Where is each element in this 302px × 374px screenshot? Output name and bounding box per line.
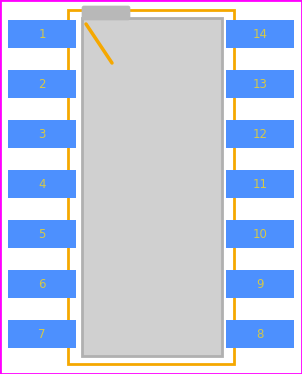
Bar (82, 18, 222, 356)
Bar (8, 70, 76, 98)
Text: 13: 13 (252, 77, 268, 91)
Text: 14: 14 (252, 28, 268, 40)
Bar (8, 320, 76, 348)
Bar (226, 120, 294, 148)
Text: 8: 8 (256, 328, 264, 340)
Bar (226, 170, 294, 198)
Bar (8, 270, 76, 298)
Text: 4: 4 (38, 178, 46, 190)
Text: 2: 2 (38, 77, 46, 91)
Text: 1: 1 (38, 28, 46, 40)
Bar (8, 220, 76, 248)
Bar (226, 20, 294, 48)
Bar (8, 20, 76, 48)
Bar (226, 70, 294, 98)
Text: 5: 5 (38, 227, 46, 240)
Text: 9: 9 (256, 278, 264, 291)
Text: 11: 11 (252, 178, 268, 190)
Bar (226, 320, 294, 348)
Text: 7: 7 (38, 328, 46, 340)
Bar (8, 170, 76, 198)
Text: 12: 12 (252, 128, 268, 141)
Bar (68, 10, 234, 364)
Bar (226, 220, 294, 248)
Text: 3: 3 (38, 128, 46, 141)
FancyBboxPatch shape (82, 6, 130, 20)
Bar (226, 270, 294, 298)
Bar (8, 120, 76, 148)
Text: 6: 6 (38, 278, 46, 291)
Text: 10: 10 (252, 227, 268, 240)
